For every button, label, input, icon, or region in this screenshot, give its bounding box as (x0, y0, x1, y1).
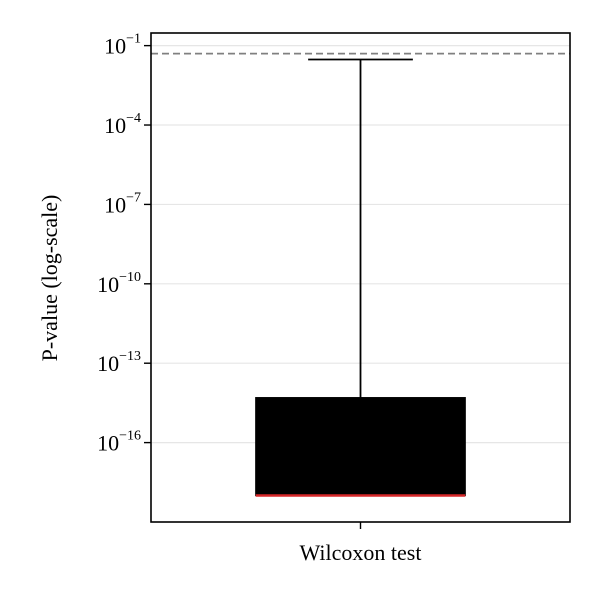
y-axis-title: P-value (log-scale) (37, 195, 62, 362)
y-tick-label: 10−4 (104, 111, 141, 138)
y-tick-label: 10−16 (97, 429, 141, 456)
box-layer (255, 58, 466, 497)
x-tick-label: Wilcoxon test (300, 540, 422, 565)
y-tick-label: 10−13 (97, 349, 141, 376)
y-tick-label: 10−1 (104, 32, 141, 59)
iqr-box (255, 397, 466, 497)
y-tick-label: 10−7 (104, 190, 141, 217)
y-axis: 10−1 10−4 10−7 10−10 10−13 10−16 (97, 32, 151, 456)
y-tick-label: 10−10 (97, 270, 141, 297)
x-axis: Wilcoxon test (300, 522, 422, 565)
